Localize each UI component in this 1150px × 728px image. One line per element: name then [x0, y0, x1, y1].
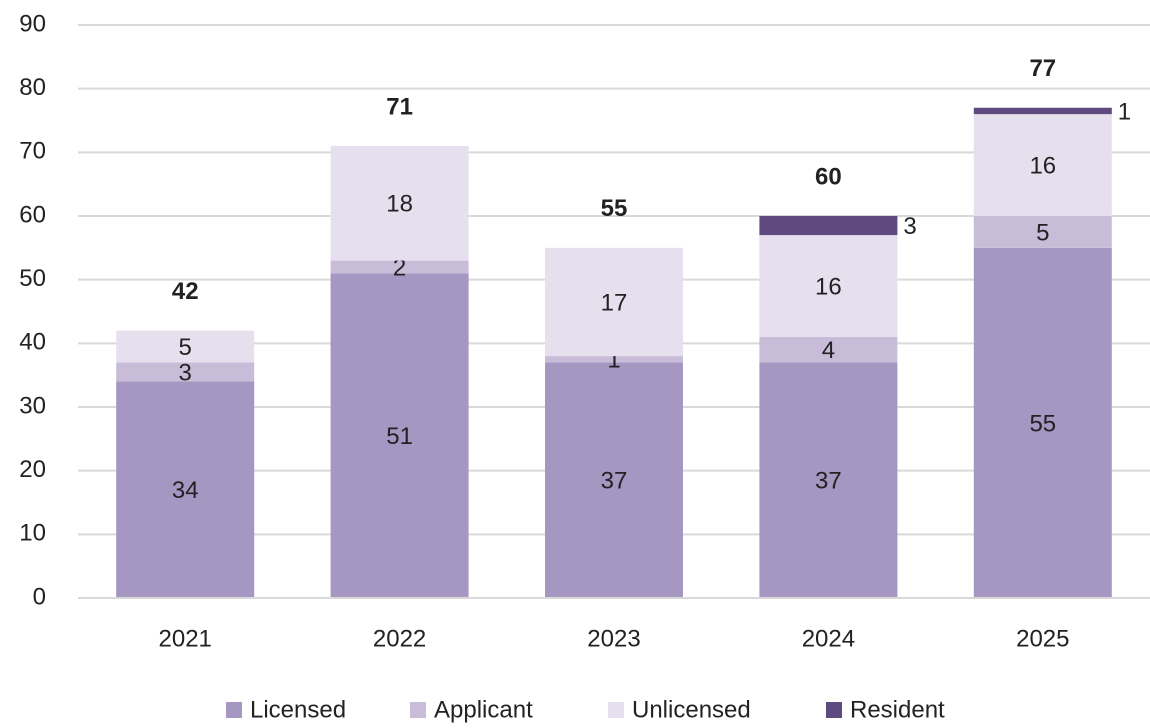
legend-swatch: [608, 702, 624, 718]
value-label: 2: [393, 254, 406, 281]
y-tick-label: 20: [19, 456, 46, 483]
legend-swatch: [410, 702, 426, 718]
bar-segment: [545, 362, 683, 598]
y-tick-label: 40: [19, 329, 46, 356]
x-tick-label: 2023: [587, 625, 640, 652]
legend-label: Resident: [850, 696, 945, 723]
x-tick-label: 2022: [373, 625, 426, 652]
value-label: 17: [601, 289, 628, 316]
x-tick-label: 2025: [1016, 625, 1069, 652]
value-label: 16: [1029, 152, 1056, 179]
value-label: 5: [1036, 219, 1049, 246]
bar-segment: [759, 235, 898, 337]
bar-segment: [330, 260, 469, 274]
value-label: 3: [179, 359, 192, 386]
bar-segment: [330, 145, 469, 261]
value-label: 55: [1029, 410, 1056, 437]
y-tick-label: 80: [19, 74, 46, 101]
bar-segment: [759, 336, 898, 363]
value-label: 16: [815, 273, 842, 300]
y-tick-label: 90: [19, 10, 46, 37]
y-tick-label: 0: [33, 583, 46, 610]
bar-segment: [973, 107, 1112, 115]
y-tick-label: 70: [19, 138, 46, 165]
value-label: 51: [386, 423, 413, 450]
bar-segment: [545, 247, 683, 357]
y-tick-label: 30: [19, 392, 46, 419]
bar-segment: [973, 114, 1112, 216]
x-tick-label: 2021: [159, 625, 212, 652]
bar-segment: [973, 247, 1112, 599]
legend-label: Applicant: [434, 696, 533, 723]
value-label: 4: [822, 337, 835, 364]
total-label: 71: [386, 93, 413, 120]
value-label: 3: [903, 213, 916, 240]
value-label: 5: [179, 334, 192, 361]
bar-segment: [545, 356, 683, 363]
value-label: 18: [386, 191, 413, 218]
value-label: 1: [1118, 98, 1131, 125]
legend-label: Licensed: [250, 696, 346, 723]
bar-segment: [759, 216, 898, 236]
total-label: 60: [815, 163, 842, 190]
value-label: 34: [172, 477, 199, 504]
legend-label: Unlicensed: [632, 696, 751, 723]
legend-swatch: [226, 702, 242, 718]
y-tick-label: 60: [19, 201, 46, 228]
total-label: 42: [172, 278, 199, 305]
bar-segment: [330, 273, 469, 598]
y-tick-label: 10: [19, 520, 46, 547]
bar-segment: [116, 381, 255, 598]
bar-segment: [759, 362, 898, 598]
x-tick-label: 2024: [802, 625, 855, 652]
value-label: 37: [815, 468, 842, 495]
legend-swatch: [826, 702, 842, 718]
bar-segment: [973, 216, 1112, 248]
y-tick-label: 50: [19, 265, 46, 292]
bar-segment: [116, 362, 255, 382]
total-label: 77: [1029, 55, 1056, 82]
total-label: 55: [601, 195, 628, 222]
value-label: 37: [601, 468, 628, 495]
bar-segment: [116, 330, 255, 363]
